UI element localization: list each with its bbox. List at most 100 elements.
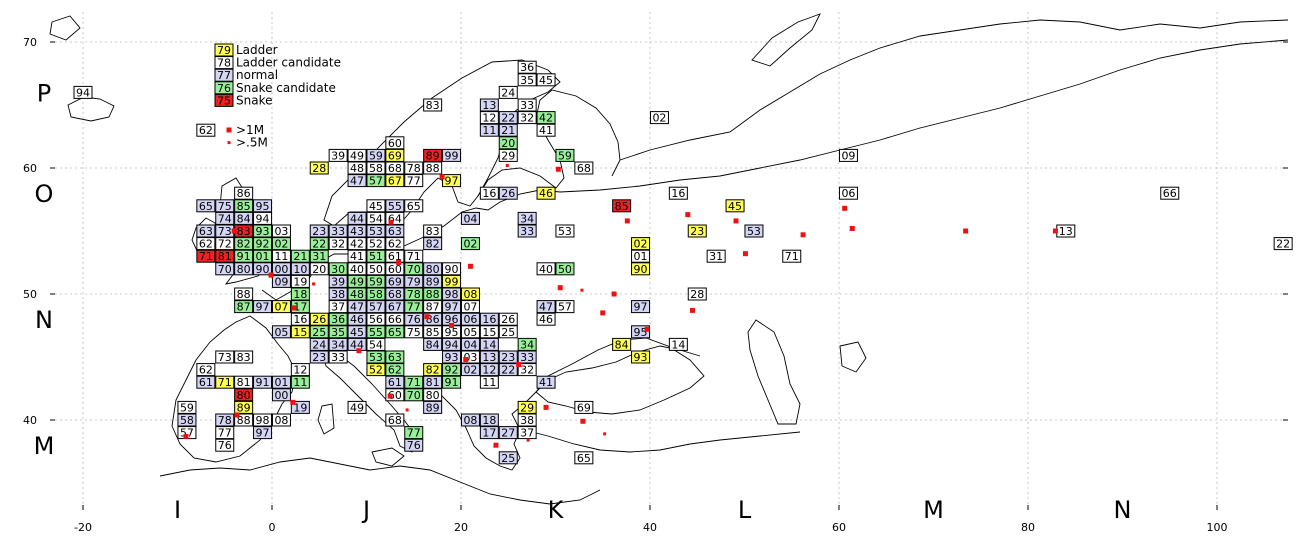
grid-cell[interactable]: 33 <box>328 350 348 364</box>
grid-cell[interactable]: 72 <box>215 237 235 251</box>
grid-cell[interactable]: 47 <box>347 300 367 314</box>
grid-cell[interactable]: 12 <box>479 363 499 377</box>
grid-cell[interactable]: 25 <box>498 325 518 339</box>
grid-cell[interactable]: 26 <box>498 186 518 200</box>
grid-cell[interactable]: 24 <box>309 337 329 351</box>
grid-cell[interactable]: 57 <box>366 174 386 188</box>
grid-cell[interactable]: 58 <box>177 413 197 427</box>
grid-cell[interactable]: 77 <box>404 174 424 188</box>
grid-cell[interactable]: 33 <box>328 224 348 238</box>
grid-cell[interactable]: 50 <box>555 262 575 276</box>
grid-cell[interactable]: 22 <box>309 237 329 251</box>
grid-cell[interactable]: 52 <box>366 237 386 251</box>
grid-cell[interactable]: 09 <box>271 274 291 288</box>
grid-cell[interactable]: 01 <box>631 249 651 263</box>
grid-cell[interactable]: 64 <box>385 211 405 225</box>
grid-cell[interactable]: 98 <box>442 287 462 301</box>
grid-cell[interactable]: 71 <box>404 375 424 389</box>
grid-cell[interactable]: 89 <box>234 400 254 414</box>
grid-cell[interactable]: 84 <box>423 337 443 351</box>
grid-cell[interactable]: 63 <box>385 224 405 238</box>
grid-cell[interactable]: 02 <box>631 237 651 251</box>
grid-cell[interactable]: 17 <box>479 426 499 440</box>
grid-cell[interactable]: 02 <box>460 363 480 377</box>
grid-cell[interactable]: 88 <box>423 161 443 175</box>
grid-cell[interactable]: 76 <box>215 438 235 452</box>
grid-cell[interactable]: 33 <box>517 224 537 238</box>
grid-cell[interactable]: 38 <box>517 413 537 427</box>
grid-cell[interactable]: 81 <box>215 249 235 263</box>
grid-cell[interactable]: 14 <box>668 337 688 351</box>
grid-cell[interactable]: 13 <box>1056 224 1076 238</box>
grid-cell[interactable]: 39 <box>328 274 348 288</box>
grid-cell[interactable]: 08 <box>460 413 480 427</box>
grid-cell[interactable]: 91 <box>234 249 254 263</box>
grid-cell[interactable]: 06 <box>838 186 858 200</box>
grid-cell[interactable]: 88 <box>234 287 254 301</box>
grid-cell[interactable]: 10 <box>290 262 310 276</box>
grid-cell[interactable]: 92 <box>442 363 462 377</box>
grid-cell[interactable]: 87 <box>234 300 254 314</box>
grid-cell[interactable]: 93 <box>631 350 651 364</box>
grid-cell[interactable]: 09 <box>838 148 858 162</box>
grid-cell[interactable]: 30 <box>328 262 348 276</box>
grid-cell[interactable]: 71 <box>196 249 216 263</box>
grid-cell[interactable]: 68 <box>574 161 594 175</box>
grid-cell[interactable]: 92 <box>253 237 273 251</box>
grid-cell[interactable]: 74 <box>215 211 235 225</box>
grid-cell[interactable]: 71 <box>404 249 424 263</box>
grid-cell[interactable]: 65 <box>385 325 405 339</box>
grid-cell[interactable]: 25 <box>309 325 329 339</box>
grid-cell[interactable]: 05 <box>271 325 291 339</box>
grid-cell[interactable]: 58 <box>366 287 386 301</box>
grid-cell[interactable]: 69 <box>385 274 405 288</box>
grid-cell[interactable]: 36 <box>517 60 537 74</box>
grid-cell[interactable]: 94 <box>253 211 273 225</box>
grid-cell[interactable]: 24 <box>498 85 518 99</box>
grid-cell[interactable]: 67 <box>385 300 405 314</box>
grid-cell[interactable]: 98 <box>253 413 273 427</box>
grid-cell[interactable]: 19 <box>290 274 310 288</box>
grid-cell[interactable]: 59 <box>366 274 386 288</box>
grid-cell[interactable]: 35 <box>328 325 348 339</box>
grid-cell[interactable]: 26 <box>498 312 518 326</box>
grid-cell[interactable]: 78 <box>404 161 424 175</box>
grid-cell[interactable]: 34 <box>517 211 537 225</box>
grid-cell[interactable]: 46 <box>536 312 556 326</box>
grid-cell[interactable]: 34 <box>517 337 537 351</box>
grid-cell[interactable]: 80 <box>423 262 443 276</box>
grid-cell[interactable]: 62 <box>385 363 405 377</box>
grid-cell[interactable]: 44 <box>347 337 367 351</box>
grid-cell[interactable]: 33 <box>517 350 537 364</box>
grid-cell[interactable]: 45 <box>366 199 386 213</box>
grid-cell[interactable]: 41 <box>536 123 556 137</box>
grid-cell[interactable]: 57 <box>177 426 197 440</box>
grid-cell[interactable]: 53 <box>366 224 386 238</box>
grid-cell[interactable]: 61 <box>385 249 405 263</box>
grid-cell[interactable]: 86 <box>234 186 254 200</box>
grid-cell[interactable]: 87 <box>423 300 443 314</box>
grid-cell[interactable]: 78 <box>215 413 235 427</box>
grid-cell[interactable]: 62 <box>196 363 216 377</box>
grid-cell[interactable]: 76 <box>404 438 424 452</box>
grid-cell[interactable]: 81 <box>423 375 443 389</box>
grid-cell[interactable]: 68 <box>385 413 405 427</box>
grid-cell[interactable]: 16 <box>668 186 688 200</box>
grid-cell[interactable]: 06 <box>460 312 480 326</box>
grid-cell[interactable]: 08 <box>460 287 480 301</box>
grid-cell[interactable]: 31 <box>706 249 726 263</box>
grid-cell[interactable]: 15 <box>290 325 310 339</box>
grid-cell[interactable]: 49 <box>347 400 367 414</box>
grid-cell[interactable]: 71 <box>215 375 235 389</box>
grid-cell[interactable]: 40 <box>347 262 367 276</box>
grid-cell[interactable]: 77 <box>215 426 235 440</box>
grid-cell[interactable]: 75 <box>404 325 424 339</box>
grid-cell[interactable]: 66 <box>1160 186 1180 200</box>
grid-cell[interactable]: 23 <box>498 350 518 364</box>
grid-cell[interactable]: 20 <box>309 262 329 276</box>
grid-cell[interactable]: 60 <box>385 262 405 276</box>
grid-cell[interactable]: 16 <box>479 312 499 326</box>
grid-cell[interactable]: 99 <box>442 274 462 288</box>
grid-cell[interactable]: 58 <box>366 161 386 175</box>
grid-cell[interactable]: 57 <box>366 300 386 314</box>
